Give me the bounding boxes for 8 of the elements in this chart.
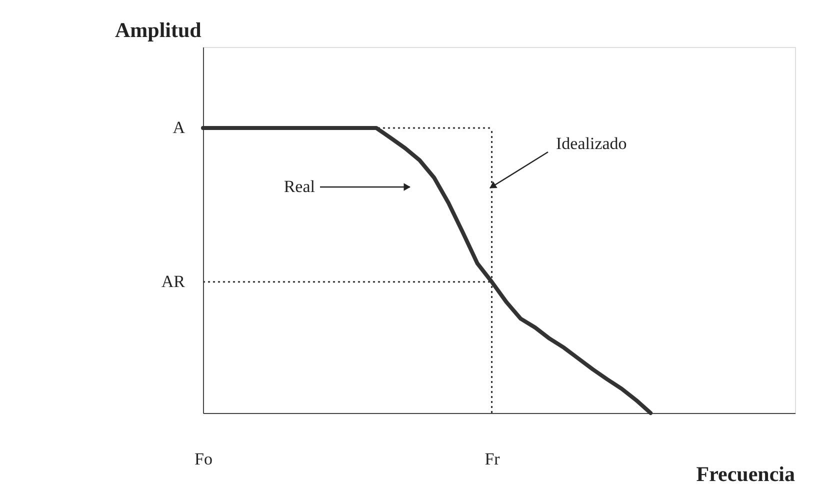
ref-line-label: A: [172, 118, 186, 137]
annotation: Idealizado: [556, 134, 627, 153]
ref-line-label: AR: [161, 272, 186, 291]
y-axis-title: Amplitud: [115, 18, 202, 42]
x-tick-label: Fr: [484, 450, 500, 468]
annotation: Real: [284, 177, 316, 196]
x-tick-label: Fo: [194, 450, 212, 468]
x-axis-title: Frecuencia: [696, 462, 796, 486]
